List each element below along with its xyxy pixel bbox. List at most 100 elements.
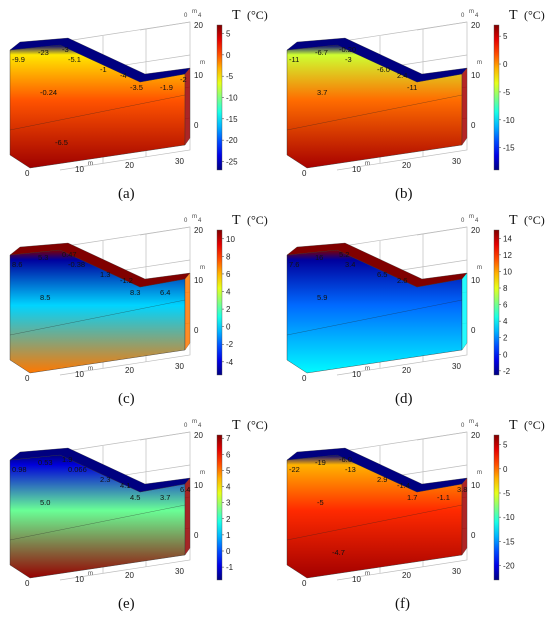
box-edge [139, 21, 191, 31]
y-tick-label: 4 [475, 218, 479, 224]
z-tick-label: 10 [194, 481, 203, 490]
y-axis-unit: m [192, 419, 197, 425]
temperature-label: 6.5 [377, 270, 387, 279]
temperature-label: 5.9 [317, 293, 327, 302]
temperature-label: -1.9 [160, 83, 173, 92]
colorbar-tick-label: -2 [226, 340, 234, 349]
z-tick-label: 10 [471, 71, 480, 80]
box-edge [416, 21, 468, 31]
x-tick-label: 0 [25, 169, 30, 178]
colorbar-tick-label: -5 [226, 72, 234, 81]
z-tick-label: 20 [194, 431, 203, 440]
slope-side-face [184, 272, 191, 351]
colorbar-unit: (°C) [247, 213, 268, 227]
slope-side-face [461, 67, 468, 146]
colorbar-tick-label: 3 [226, 499, 231, 508]
z-tick-label: 0 [194, 121, 199, 130]
colorbar-tick-label: 6 [226, 270, 231, 279]
slope-side-face [461, 477, 468, 556]
colorbar-tick-label: -10 [503, 513, 515, 522]
z-axis-unit: m [200, 470, 205, 476]
x-tick-label: 10 [75, 370, 84, 379]
colorbar-tick-label: 4 [226, 288, 231, 297]
temperature-label: -4 [120, 71, 127, 80]
colorbar-tick-label: 12 [503, 251, 512, 260]
temperature-label: 7.6 [289, 260, 299, 269]
temperature-label: 1.7 [407, 493, 417, 502]
temperature-label: 3.7 [160, 493, 170, 502]
temperature-label: 1.3 [100, 270, 110, 279]
temperature-label: 8.5 [40, 293, 50, 302]
x-tick-label: 20 [125, 571, 134, 580]
colorbar-tick-label: -15 [503, 144, 515, 153]
temperature-label: -2 [180, 75, 187, 84]
temperature-label: 1.9 [62, 455, 72, 464]
temperature-label: -11 [407, 83, 417, 92]
colorbar-tick-label: 14 [503, 234, 512, 243]
x-tick-label: 30 [452, 567, 461, 576]
slope-body [286, 454, 463, 579]
temperature-label: -19 [315, 458, 326, 467]
colorbar-tick-label: 5 [226, 30, 231, 39]
caption-e: (e) [118, 596, 135, 612]
temperature-label: 2.6 [397, 276, 407, 285]
colorbar-unit: (°C) [247, 8, 268, 22]
z-tick-label: 20 [194, 21, 203, 30]
colorbar [493, 229, 500, 376]
caption-a: (a) [118, 186, 135, 202]
y-tick-label: 4 [198, 423, 202, 429]
z-axis-unit: m [200, 60, 205, 66]
temperature-label: -6.5 [55, 138, 68, 147]
colorbar-tick-label: 2 [503, 334, 508, 343]
x-tick-label: 30 [175, 362, 184, 371]
temperature-label: -1 [100, 65, 107, 74]
slope-side-face [184, 477, 191, 556]
slope-body [9, 249, 186, 374]
x-tick-label: 30 [175, 567, 184, 576]
temperature-label: 6.4 [160, 288, 170, 297]
temperature-label: 3.4 [345, 260, 355, 269]
colorbar-unit: (°C) [524, 8, 545, 22]
temperature-label: -0.24 [40, 88, 57, 97]
z-axis-unit: m [477, 470, 482, 476]
temperature-label: -6.0 [339, 455, 352, 464]
temperature-label: 8.3 [130, 288, 140, 297]
colorbar-tick-label: -10 [226, 94, 238, 103]
temperature-label: 4.1 [120, 481, 130, 490]
colorbar-tick-label: 10 [503, 267, 512, 276]
temperature-label: -0.20 [339, 45, 356, 54]
colorbar-title: T [232, 8, 241, 23]
x-tick-label: 0 [25, 374, 30, 383]
section-line [286, 504, 463, 541]
caption-c: (c) [118, 391, 135, 407]
z-tick-label: 10 [471, 481, 480, 490]
x-tick-label: 20 [402, 161, 411, 170]
temperature-label: 16 [315, 253, 323, 262]
z-axis-unit: m [477, 265, 482, 271]
y-tick-label: 0 [461, 13, 465, 19]
box-edge [416, 226, 468, 236]
x-tick-label: 20 [125, 161, 134, 170]
x-tick-label: 20 [402, 571, 411, 580]
section-line [9, 94, 186, 131]
z-tick-label: 0 [194, 326, 199, 335]
colorbar-tick-label: -4 [226, 358, 234, 367]
y-tick-label: 0 [461, 423, 465, 429]
colorbar-tick-label: -15 [226, 115, 238, 124]
colorbar-title: T [509, 8, 518, 23]
colorbar-tick-label: 1 [226, 531, 231, 540]
y-tick-label: 4 [198, 218, 202, 224]
colorbar [493, 434, 500, 581]
x-tick-label: 30 [175, 157, 184, 166]
temperature-label: 0.47 [62, 250, 77, 259]
colorbar-title: T [232, 213, 241, 228]
x-tick-label: 10 [75, 165, 84, 174]
z-tick-label: 10 [194, 276, 203, 285]
colorbar-tick-label: 0 [503, 60, 508, 69]
colorbar-tick-label: -15 [503, 537, 515, 546]
colorbar-tick-label: 10 [226, 235, 235, 244]
temperature-label: -3.5 [130, 83, 143, 92]
temperature-label: -6.0 [377, 65, 390, 74]
